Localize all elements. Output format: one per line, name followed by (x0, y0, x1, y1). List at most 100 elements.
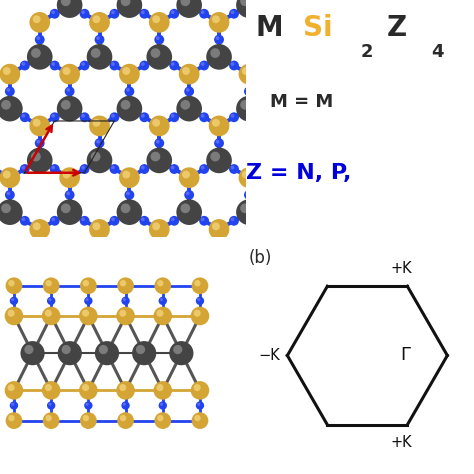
Text: Γ: Γ (400, 346, 410, 365)
Circle shape (206, 44, 232, 70)
Circle shape (8, 310, 15, 317)
Circle shape (117, 96, 142, 121)
Circle shape (33, 222, 41, 230)
Circle shape (201, 114, 204, 118)
Circle shape (212, 15, 220, 23)
Circle shape (61, 100, 71, 109)
Circle shape (50, 9, 60, 18)
Circle shape (27, 44, 53, 70)
Text: Z = N, P,: Z = N, P, (246, 163, 352, 183)
Circle shape (121, 297, 130, 305)
Circle shape (0, 167, 20, 188)
Circle shape (11, 298, 14, 301)
Circle shape (212, 119, 220, 127)
Circle shape (120, 415, 126, 421)
Circle shape (122, 171, 130, 179)
Circle shape (169, 164, 179, 174)
Circle shape (261, 166, 264, 169)
Circle shape (151, 152, 160, 162)
Circle shape (46, 280, 52, 286)
Circle shape (261, 114, 264, 118)
Circle shape (3, 67, 11, 75)
Circle shape (109, 164, 119, 174)
Circle shape (125, 86, 134, 96)
Circle shape (5, 307, 23, 325)
Circle shape (199, 61, 209, 71)
Circle shape (81, 218, 85, 221)
Circle shape (244, 190, 254, 200)
Text: 4: 4 (431, 43, 444, 61)
Circle shape (132, 341, 156, 365)
Circle shape (61, 203, 71, 213)
Circle shape (96, 140, 100, 144)
Circle shape (197, 402, 201, 406)
Circle shape (92, 15, 100, 23)
Circle shape (229, 112, 239, 122)
Circle shape (99, 345, 108, 354)
Circle shape (80, 61, 90, 71)
Circle shape (35, 242, 45, 252)
Circle shape (66, 191, 70, 195)
Circle shape (186, 191, 190, 195)
Circle shape (29, 12, 50, 33)
Circle shape (117, 200, 142, 225)
Circle shape (259, 112, 269, 122)
Circle shape (82, 280, 89, 286)
Circle shape (5, 190, 15, 200)
Circle shape (181, 100, 190, 109)
Circle shape (179, 167, 200, 188)
Circle shape (236, 200, 262, 225)
Circle shape (259, 9, 269, 18)
Circle shape (209, 12, 229, 33)
Circle shape (121, 0, 130, 6)
Circle shape (119, 64, 140, 84)
Circle shape (96, 243, 100, 247)
Circle shape (59, 167, 80, 188)
Circle shape (240, 0, 250, 6)
Circle shape (111, 114, 115, 118)
Circle shape (20, 61, 30, 71)
Circle shape (238, 64, 259, 84)
Circle shape (171, 114, 174, 118)
Circle shape (156, 243, 160, 247)
Circle shape (58, 341, 82, 365)
Circle shape (169, 61, 179, 71)
Circle shape (51, 62, 55, 66)
Circle shape (214, 138, 224, 148)
Circle shape (21, 166, 25, 169)
Circle shape (1, 203, 11, 213)
Circle shape (126, 191, 130, 195)
Circle shape (48, 402, 52, 406)
Circle shape (89, 116, 110, 136)
Circle shape (209, 219, 229, 240)
Circle shape (7, 88, 10, 92)
Text: +K: +K (391, 261, 412, 275)
Circle shape (80, 277, 97, 294)
Circle shape (89, 12, 110, 33)
Circle shape (7, 191, 10, 195)
Circle shape (91, 152, 100, 162)
Circle shape (1, 100, 11, 109)
Circle shape (156, 384, 164, 391)
Circle shape (0, 200, 23, 225)
Circle shape (92, 222, 100, 230)
Circle shape (182, 67, 190, 75)
Text: Si: Si (303, 14, 333, 43)
Circle shape (35, 35, 45, 45)
Circle shape (146, 44, 172, 70)
Circle shape (119, 167, 140, 188)
Circle shape (57, 200, 82, 225)
Circle shape (87, 44, 112, 70)
Circle shape (191, 412, 209, 429)
Circle shape (201, 10, 204, 14)
Circle shape (186, 88, 190, 92)
Circle shape (123, 298, 126, 301)
Circle shape (197, 298, 201, 301)
Circle shape (8, 415, 15, 421)
Circle shape (50, 164, 60, 174)
Circle shape (125, 190, 134, 200)
Circle shape (173, 345, 182, 354)
Circle shape (82, 415, 89, 421)
Circle shape (43, 412, 60, 429)
Circle shape (121, 401, 130, 410)
